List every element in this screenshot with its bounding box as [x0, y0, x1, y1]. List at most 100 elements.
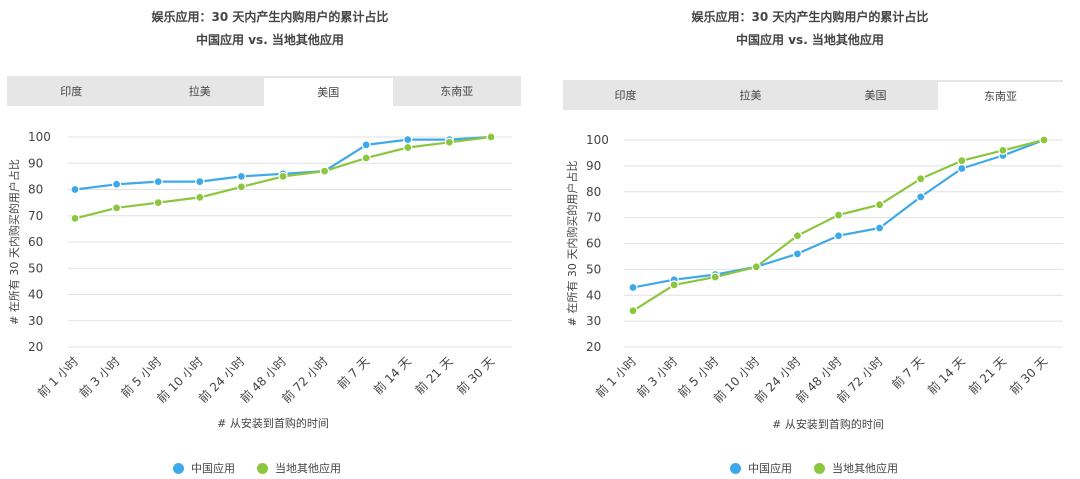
y-tick-label: 70: [586, 211, 601, 225]
x-tick-label: 前 30 天: [453, 354, 497, 398]
y-tick-label: 20: [28, 340, 43, 354]
data-point[interactable]: [998, 145, 1008, 155]
y-tick-label: 40: [586, 288, 601, 302]
data-point[interactable]: [195, 192, 205, 202]
x-axis-label: # 从安装到首购的时间: [217, 416, 329, 430]
x-axis-label: # 从安装到首购的时间: [772, 417, 884, 431]
tab-usa[interactable]: 美国: [264, 78, 393, 106]
data-point[interactable]: [278, 171, 288, 181]
data-point[interactable]: [361, 140, 371, 150]
x-tick-label: 前 30 天: [1006, 354, 1050, 398]
tab-india[interactable]: 印度: [60, 85, 83, 98]
chart-panel-left: 娱乐应用：30 天内产生内购用户的累计占比 中国应用 vs. 当地其他应用 印度…: [7, 10, 521, 476]
x-tick-label: 前 3 小时: [76, 354, 123, 401]
chart-title: 娱乐应用：30 天内产生内购用户的累计占比: [151, 10, 389, 24]
y-tick-label: 40: [28, 288, 43, 302]
chart-subtitle: 中国应用 vs. 当地其他应用: [196, 33, 344, 47]
legend-label-china: 中国应用: [748, 462, 792, 475]
data-point[interactable]: [875, 223, 885, 233]
y-tick-label: 20: [586, 340, 601, 354]
chart-panel-right: 娱乐应用：30 天内产生内购用户的累计占比 中国应用 vs. 当地其他应用 印度…: [540, 0, 1080, 479]
chart-title: 娱乐应用：30 天内产生内购用户的累计占比: [691, 10, 929, 24]
data-point[interactable]: [1039, 135, 1049, 145]
tab-latam[interactable]: 拉美: [739, 89, 762, 102]
data-point[interactable]: [792, 249, 802, 259]
y-tick-label: 60: [586, 237, 601, 251]
data-point[interactable]: [833, 231, 844, 241]
data-point[interactable]: [669, 280, 679, 290]
data-point[interactable]: [153, 177, 163, 187]
data-point[interactable]: [957, 156, 967, 166]
y-tick-label: 50: [586, 262, 601, 276]
data-point[interactable]: [403, 135, 413, 145]
y-tick-label: 100: [586, 133, 609, 147]
x-tick-label: 前 21 天: [965, 354, 1009, 398]
chart-legend: 中国应用 当地其他应用: [173, 460, 363, 476]
data-point[interactable]: [361, 153, 371, 163]
y-axis-label: # 在所有 30 天内购买的用户占比: [565, 161, 579, 327]
y-tick-label: 80: [586, 185, 601, 199]
tab-sea[interactable]: 东南亚: [440, 85, 474, 98]
data-point[interactable]: [628, 282, 638, 293]
data-point[interactable]: [403, 142, 413, 153]
data-point[interactable]: [195, 177, 205, 187]
tab-sea[interactable]: 东南亚: [938, 82, 1063, 110]
legend-label-local: 当地其他应用: [832, 462, 898, 475]
y-tick-label: 80: [28, 183, 43, 197]
x-tick-label: 前 7 天: [334, 354, 372, 392]
legend-swatch-china: [173, 462, 184, 474]
legend-item-china[interactable]: 中国应用: [173, 460, 235, 476]
x-tick-label: 前 1 小时: [34, 354, 81, 401]
legend-swatch-local: [814, 462, 825, 474]
legend-swatch-local: [257, 462, 268, 474]
data-point[interactable]: [486, 132, 496, 142]
y-tick-label: 30: [28, 314, 43, 328]
y-tick-label: 70: [28, 209, 43, 223]
legend-item-local[interactable]: 当地其他应用: [814, 460, 898, 476]
data-point[interactable]: [751, 262, 761, 272]
data-point[interactable]: [957, 163, 967, 174]
legend-label-china: 中国应用: [191, 462, 235, 475]
legend-swatch-china: [730, 462, 741, 474]
x-tick-label: 前 14 天: [924, 354, 968, 398]
x-tick-label: 前 7 天: [888, 354, 926, 392]
data-point[interactable]: [875, 200, 885, 210]
data-point[interactable]: [444, 137, 454, 147]
tab-india[interactable]: 印度: [614, 89, 637, 102]
y-tick-label: 90: [28, 156, 43, 170]
data-point[interactable]: [236, 171, 246, 181]
y-tick-label: 100: [28, 130, 51, 144]
data-point[interactable]: [70, 184, 80, 195]
tab-usa[interactable]: 美国: [864, 89, 887, 102]
data-point[interactable]: [320, 166, 330, 176]
data-point[interactable]: [111, 203, 122, 213]
y-axis-label: # 在所有 30 天内购买的用户占比: [7, 159, 21, 325]
data-point[interactable]: [792, 231, 802, 241]
x-tick-label: 前 21 天: [412, 354, 456, 398]
x-tick-label: 前 14 天: [370, 354, 414, 398]
legend-item-local[interactable]: 当地其他应用: [257, 460, 341, 476]
y-tick-label: 90: [586, 159, 601, 173]
x-tick-label: 前 3 小时: [633, 354, 680, 401]
data-point[interactable]: [916, 174, 926, 184]
data-point[interactable]: [111, 179, 122, 189]
region-tabs: 印度 拉美 美国 东南亚: [7, 76, 521, 106]
y-tick-label: 60: [28, 235, 43, 249]
data-point[interactable]: [833, 210, 844, 220]
chart-legend: 中国应用 当地其他应用: [730, 460, 920, 476]
data-point[interactable]: [70, 213, 80, 223]
legend-label-local: 当地其他应用: [275, 462, 341, 475]
data-point[interactable]: [710, 272, 720, 282]
data-point[interactable]: [916, 192, 926, 202]
data-point[interactable]: [236, 182, 246, 192]
tab-latam[interactable]: 拉美: [188, 85, 211, 98]
region-tabs: 印度 拉美 美国 东南亚: [563, 80, 1063, 110]
data-point[interactable]: [153, 198, 163, 208]
chart-subtitle: 中国应用 vs. 当地其他应用: [736, 33, 884, 47]
data-point[interactable]: [628, 306, 638, 316]
legend-item-china[interactable]: 中国应用: [730, 460, 792, 476]
x-tick-label: 前 1 小时: [592, 354, 639, 401]
y-tick-label: 30: [586, 314, 601, 328]
